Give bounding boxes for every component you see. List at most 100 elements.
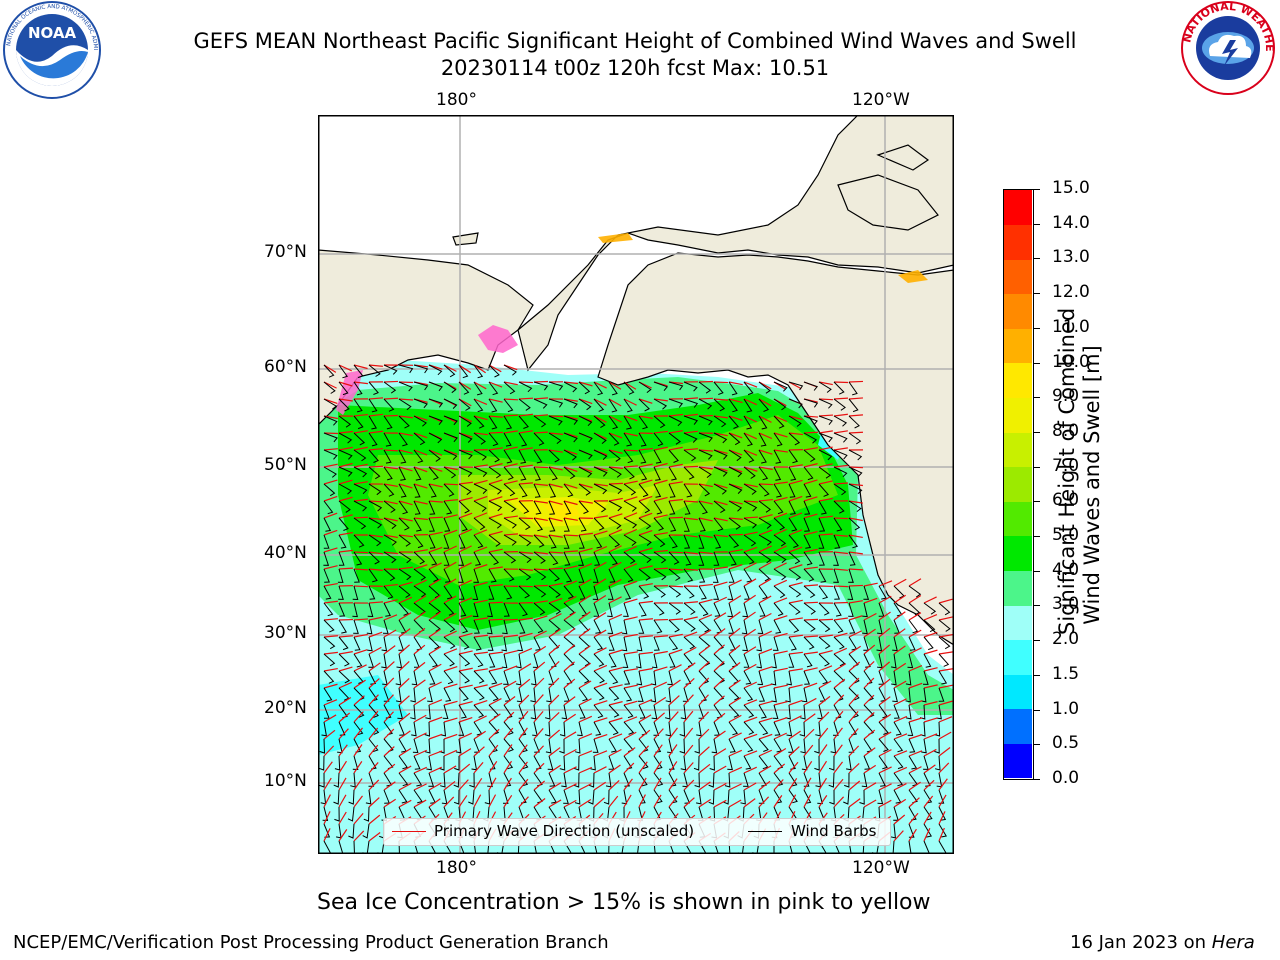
wave-direction-arrow — [563, 611, 576, 621]
wave-direction-arrow — [548, 764, 561, 774]
wave-direction-arrow — [353, 727, 363, 740]
wave-direction-arrow — [758, 578, 772, 587]
wind-barb — [563, 585, 574, 599]
wave-direction-arrow — [533, 397, 549, 400]
wave-direction-arrow — [383, 449, 399, 452]
wave-direction-arrow — [443, 648, 458, 655]
wave-direction-arrow — [368, 832, 381, 842]
wave-direction-arrow — [758, 545, 772, 553]
wave-direction-arrow — [533, 645, 547, 655]
wave-direction-arrow — [368, 551, 383, 555]
wind-barb — [934, 738, 940, 754]
wind-barb — [788, 449, 799, 464]
colorbar-label: Significant Height of Combined Wind Wave… — [1055, 308, 1105, 635]
wave-direction-arrow — [458, 512, 473, 519]
wave-direction-arrow — [638, 618, 653, 621]
wave-direction-arrow — [758, 529, 773, 536]
wave-direction-arrow — [713, 500, 728, 506]
wind-barb — [427, 687, 433, 703]
wind-barb — [428, 483, 437, 498]
wind-barb — [638, 721, 648, 736]
wind-barb — [338, 534, 347, 549]
wave-direction-arrow — [848, 414, 864, 417]
wind-barb — [636, 653, 642, 669]
wave-direction-arrow — [668, 695, 680, 706]
wave-direction-arrow — [458, 481, 473, 485]
wind-barb — [458, 636, 470, 650]
wind-barb — [443, 364, 456, 378]
wind-barb — [846, 755, 852, 771]
wind-barb — [833, 534, 841, 549]
wind-barb — [893, 755, 904, 770]
wind-barb — [413, 517, 422, 532]
wave-direction-arrow — [743, 663, 757, 672]
wave-direction-arrow — [563, 731, 577, 740]
wave-direction-arrow — [443, 683, 458, 689]
wind-barb — [818, 534, 825, 549]
wind-barb — [638, 449, 647, 464]
wave-direction-arrow — [713, 730, 726, 740]
wind-barb — [757, 670, 764, 686]
wave-direction-arrow — [818, 665, 833, 672]
wind-barb — [923, 602, 937, 615]
wind-barb — [698, 483, 711, 497]
wave-direction-arrow — [593, 612, 607, 621]
wave-direction-arrow — [563, 766, 577, 774]
wind-barb — [773, 500, 784, 515]
wave-direction-arrow — [908, 717, 923, 723]
wave-direction-arrow — [893, 645, 906, 655]
wind-barb — [923, 653, 932, 668]
wind-barb — [353, 381, 363, 396]
wind-barb — [698, 602, 709, 617]
wind-barb — [653, 636, 660, 651]
wave-direction-arrow — [368, 413, 383, 417]
wave-direction-arrow — [608, 613, 623, 621]
wind-barb — [728, 721, 739, 736]
wave-direction-arrow — [803, 447, 818, 451]
wave-direction-arrow — [473, 634, 488, 638]
wind-barb — [413, 755, 421, 770]
wind-barb — [458, 619, 469, 634]
wind-barb — [713, 415, 727, 428]
wind-barb — [518, 398, 531, 411]
wave-direction-arrow — [353, 830, 365, 842]
wave-direction-arrow — [908, 812, 919, 825]
wind-barb — [758, 551, 772, 564]
wind-barb — [608, 415, 619, 430]
colorbar-tick-mark — [1034, 223, 1040, 225]
wind-barb — [683, 568, 694, 583]
wind-barb — [488, 534, 501, 547]
wave-direction-arrow — [788, 668, 803, 672]
wind-barb — [799, 721, 806, 737]
wave-direction-arrow — [533, 414, 548, 417]
wind-barb — [334, 806, 340, 822]
wind-barb — [398, 551, 412, 564]
wind-barb — [668, 653, 676, 668]
wind-barb — [578, 534, 585, 549]
wave-direction-arrow — [788, 684, 803, 689]
wave-direction-arrow — [818, 695, 831, 706]
wave-direction-arrow — [848, 483, 863, 487]
wind-barb — [923, 636, 934, 651]
wave-direction-arrow — [473, 684, 488, 689]
wind-barb — [833, 619, 844, 634]
wind-barb — [638, 466, 648, 481]
wind-barb — [728, 466, 743, 478]
wave-direction-arrow — [863, 747, 876, 757]
wind-barb — [728, 449, 742, 462]
wave-direction-arrow — [833, 694, 845, 706]
wave-direction-arrow — [758, 398, 772, 407]
wind-barb — [559, 721, 566, 737]
wave-direction-arrow — [758, 683, 773, 689]
wind-barb — [848, 432, 862, 445]
wave-direction-arrow — [683, 397, 699, 400]
wind-barb — [353, 500, 368, 512]
wave-direction-arrow — [383, 599, 398, 604]
wind-barb — [848, 738, 855, 753]
wind-barb — [713, 432, 728, 444]
wind-barb — [863, 653, 871, 668]
wind-barb — [653, 398, 668, 410]
wind-barb — [653, 500, 663, 515]
wave-direction-arrow — [863, 644, 876, 655]
wave-direction-arrow — [323, 777, 332, 791]
